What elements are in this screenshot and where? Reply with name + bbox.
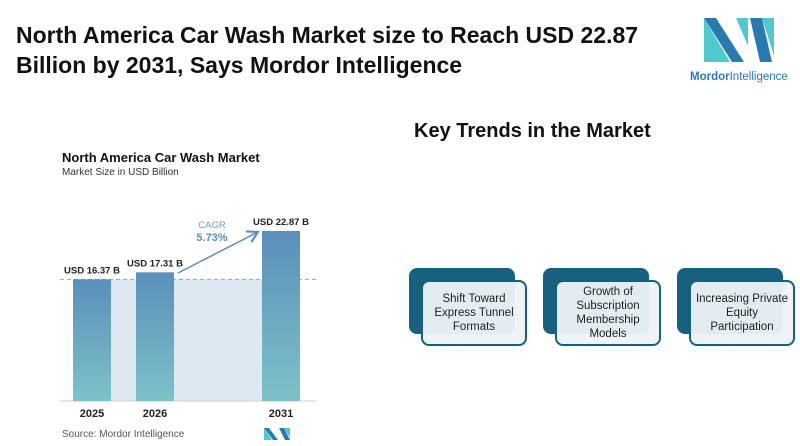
chart-title: North America Car Wash Market — [62, 150, 260, 165]
page-title: North America Car Wash Market size to Re… — [16, 22, 639, 78]
bar-2026 — [136, 272, 174, 401]
data-label: USD 16.37 B — [64, 265, 120, 276]
cagr-value: 5.73% — [196, 232, 227, 244]
x-tick-label: 2025 — [80, 408, 104, 420]
range-band — [111, 279, 262, 401]
trend-card: Growth of Subscription Membership Models — [543, 268, 661, 346]
data-label: USD 17.31 B — [127, 258, 183, 269]
trend-text: Shift Toward Express Tunnel Formats — [421, 280, 527, 346]
mordor-logo: MordorIntelligence — [690, 16, 788, 83]
trend-card: Shift Toward Express Tunnel Formats — [409, 268, 527, 346]
cagr-label: CAGR — [198, 220, 226, 231]
source-logo-icon — [264, 428, 290, 440]
logo-word-mordor: Mordor — [690, 71, 730, 83]
trend-card: Increasing Private Equity Participation — [677, 268, 795, 346]
x-tick-label: 2026 — [143, 408, 167, 420]
cagr-arrow — [177, 230, 260, 274]
logo-word-intelligence: Intelligence — [729, 71, 788, 83]
logo-mark-icon — [704, 18, 774, 62]
bar-2025 — [73, 279, 111, 401]
bar-2031 — [262, 231, 300, 401]
chart-subtitle: Market Size in USD Billion — [62, 167, 179, 178]
x-tick-label: 2031 — [269, 408, 293, 420]
chart-source: Source: Mordor Intelligence — [62, 429, 185, 440]
key-trends-title: Key Trends in the Market — [414, 120, 651, 142]
trend-text: Increasing Private Equity Participation — [689, 280, 795, 346]
data-label: USD 22.87 B — [253, 217, 309, 228]
trend-text: Growth of Subscription Membership Models — [555, 280, 661, 346]
